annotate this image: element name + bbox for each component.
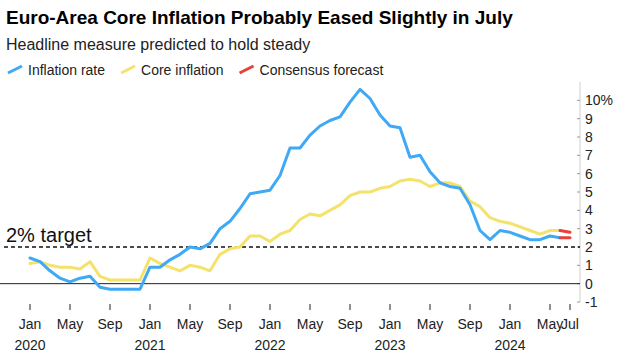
- legend-swatch: [121, 66, 135, 73]
- legend-label: Core inflation: [141, 62, 224, 78]
- y-tick-label: 0: [585, 276, 593, 292]
- legend: Inflation rate Core inflation Consensus fo…: [8, 62, 383, 78]
- target-line: [4, 246, 580, 247]
- y-tick: [577, 100, 580, 101]
- x-tick-label: May: [177, 316, 203, 332]
- y-tick-label: 6: [585, 166, 593, 182]
- y-tick-label: 3: [585, 221, 593, 237]
- x-tick: [190, 304, 191, 310]
- y-tick: [577, 228, 580, 229]
- y-tick-label: 2: [585, 239, 593, 255]
- y-tick: [577, 192, 580, 193]
- x-tick-label: May: [57, 316, 83, 332]
- x-tick-label-line: 2020: [14, 337, 45, 353]
- y-tick-label: 7: [585, 147, 593, 163]
- x-tick-label-line: May: [417, 316, 443, 332]
- x-tick-label: Jan 2022: [254, 316, 285, 353]
- x-axis: Jan 2020 May Sep Jan 2021 May Sep Jan 2022 May Sep J…: [14, 304, 579, 353]
- subtitle: Headline measure predicted to hold stead…: [6, 36, 310, 53]
- x-tick-label-line: Jan: [499, 316, 522, 332]
- x-tick-label-line: Jul: [561, 316, 579, 332]
- x-tick-label-line: 2024: [494, 337, 525, 353]
- x-tick: [430, 304, 431, 310]
- x-tick-label-line: Sep: [98, 316, 123, 332]
- x-tick-label: May: [537, 316, 563, 332]
- x-tick-label-line: Jan: [19, 316, 42, 332]
- x-tick: [390, 304, 391, 310]
- x-tick-label: Jan 2020: [14, 316, 45, 353]
- chart-container: Euro-Area Core Inflation Probably Eased …: [0, 0, 640, 363]
- x-tick-label-line: May: [297, 316, 323, 332]
- y-tick: [577, 173, 580, 174]
- x-tick-label: Jan 2021: [134, 316, 165, 353]
- y-tick-label: -1: [585, 294, 598, 310]
- y-tick: [577, 118, 580, 119]
- y-tick: [577, 155, 580, 156]
- x-tick-label: Sep: [218, 316, 243, 332]
- series-line: [560, 231, 570, 233]
- x-tick-label-line: 2023: [374, 337, 405, 353]
- title: Euro-Area Core Inflation Probably Eased …: [6, 7, 513, 28]
- y-tick-label: 5: [585, 184, 593, 200]
- chart-svg: Euro-Area Core Inflation Probably Eased …: [0, 0, 640, 363]
- y-tick-label: 1: [585, 257, 593, 273]
- legend-swatch: [240, 66, 254, 73]
- x-tick-label: Jan 2024: [494, 316, 525, 353]
- zero-line: [0, 283, 580, 284]
- annotation-label: 2% target: [6, 224, 92, 246]
- x-tick: [110, 304, 111, 310]
- y-tick-label: 4: [585, 202, 593, 218]
- y-tick-label: 10%: [585, 92, 613, 108]
- y-tick: [577, 137, 580, 138]
- x-tick: [550, 304, 551, 310]
- x-tick: [310, 304, 311, 310]
- x-tick: [510, 304, 511, 310]
- series-line: [30, 89, 560, 289]
- x-tick-label: Sep: [458, 316, 483, 332]
- y-tick-label: 9: [585, 111, 593, 127]
- x-tick-label-line: 2022: [254, 337, 285, 353]
- x-tick-label: May: [417, 316, 443, 332]
- x-tick-label: Jan 2023: [374, 316, 405, 353]
- legend-label: Consensus forecast: [260, 62, 384, 78]
- x-tick-label-line: Jan: [259, 316, 282, 332]
- x-tick: [270, 304, 271, 310]
- x-tick: [230, 304, 231, 310]
- x-tick-label-line: Jan: [379, 316, 402, 332]
- x-tick-label: Jul: [561, 316, 579, 332]
- x-tick-label-line: Sep: [218, 316, 243, 332]
- y-tick-label: 8: [585, 129, 593, 145]
- x-tick-label-line: 2021: [134, 337, 165, 353]
- y-tick: [577, 265, 580, 266]
- x-tick-label: Sep: [98, 316, 123, 332]
- x-tick: [470, 304, 471, 310]
- y-tick: [577, 302, 580, 303]
- x-tick: [150, 304, 151, 310]
- legend-label: Inflation rate: [28, 62, 105, 78]
- x-tick: [570, 304, 571, 310]
- x-tick-label-line: Sep: [338, 316, 363, 332]
- x-tick-label-line: Jan: [139, 316, 162, 332]
- x-tick-label-line: Sep: [458, 316, 483, 332]
- x-tick: [30, 304, 31, 310]
- y-tick: [577, 210, 580, 211]
- x-tick-label: May: [297, 316, 323, 332]
- series-line: [560, 236, 570, 239]
- x-tick: [70, 304, 71, 310]
- x-tick-label: Sep: [338, 316, 363, 332]
- plot-area: [30, 89, 570, 289]
- x-tick-label-line: May: [57, 316, 83, 332]
- x-tick-label-line: May: [537, 316, 563, 332]
- legend-swatch: [8, 66, 22, 73]
- x-tick: [350, 304, 351, 310]
- x-tick-label-line: May: [177, 316, 203, 332]
